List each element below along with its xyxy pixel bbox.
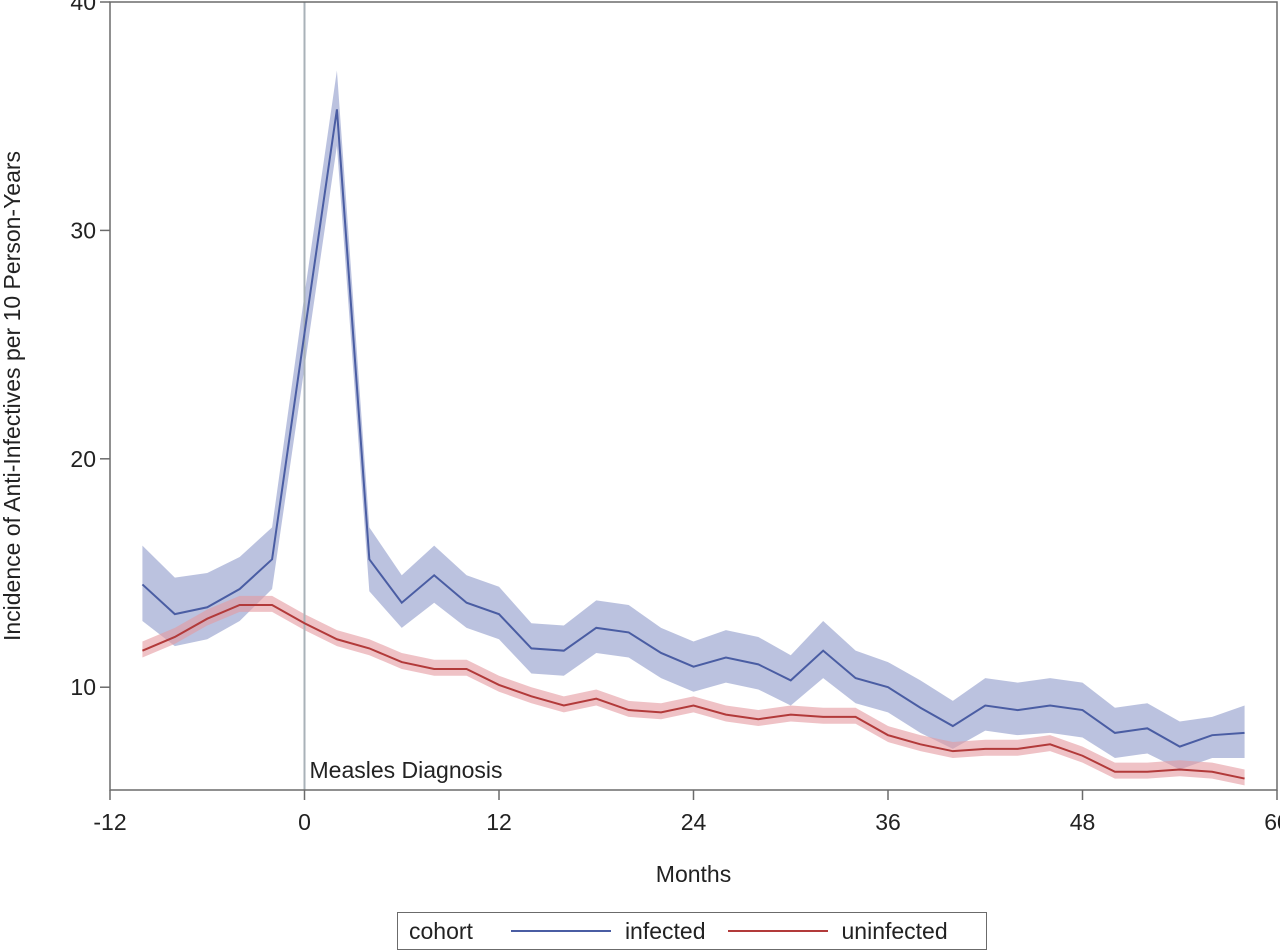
legend-label-infected: infected xyxy=(624,917,706,944)
series-line-infected xyxy=(141,109,1245,748)
x-axis-label: Months xyxy=(656,861,731,887)
legend-entry-infected: infected xyxy=(510,917,706,945)
x-tick-label: 60 xyxy=(1264,809,1280,835)
legend-title: cohort xyxy=(409,917,473,944)
legend-swatch-infected xyxy=(510,930,611,932)
y-axis-label: Incidence of Anti-Infectives per 10 Pers… xyxy=(0,151,25,641)
y-axis: 10 20 30 40 xyxy=(70,0,110,700)
reference-line-label: Measles Diagnosis xyxy=(310,757,503,783)
x-tick-label: -12 xyxy=(93,809,126,835)
y-tick-label: 10 xyxy=(70,674,96,700)
x-axis: -12 0 12 24 36 48 60 xyxy=(93,790,1280,835)
series-line-uninfected xyxy=(142,603,1245,780)
x-tick-label: 0 xyxy=(298,809,311,835)
x-tick-label: 36 xyxy=(875,809,901,835)
legend-swatch-uninfected xyxy=(727,930,828,932)
y-tick-label: 20 xyxy=(70,446,96,472)
x-tick-label: 48 xyxy=(1070,809,1096,835)
y-tick-label: 30 xyxy=(70,217,96,243)
legend: cohort infected uninfected xyxy=(397,912,987,950)
confidence-band-infected xyxy=(142,70,1245,770)
confidence-band-uninfected xyxy=(142,595,1245,786)
series-lines xyxy=(141,109,1245,780)
legend-entry-uninfected: uninfected xyxy=(727,917,948,945)
confidence-bands xyxy=(142,70,1245,786)
x-tick-label: 24 xyxy=(681,809,707,835)
x-tick-label: 12 xyxy=(486,809,512,835)
legend-label-uninfected: uninfected xyxy=(841,917,948,944)
y-tick-label: 40 xyxy=(70,0,96,15)
